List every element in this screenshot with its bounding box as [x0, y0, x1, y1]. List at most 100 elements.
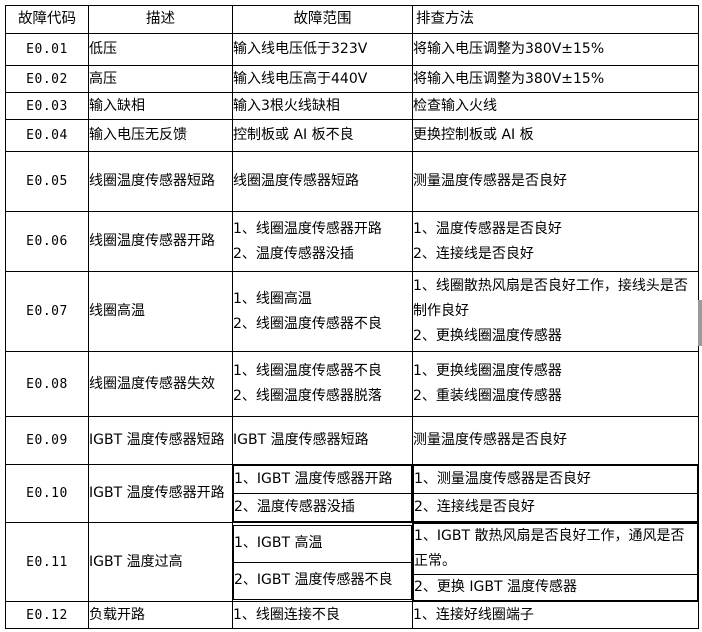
- cell-description: 输入缺相: [88, 92, 233, 120]
- cell-fault-scope: 输入线电压低于323V: [232, 33, 413, 66]
- cell-troubleshooting-method-line: 1、线圈散热风扇是否良好工作，接线头是否制作良好: [413, 278, 688, 319]
- table-header-row: 故障代码 描述 故障范围 排查方法: [5, 5, 699, 34]
- cell-fault-code: E0.12: [5, 601, 89, 629]
- cell-troubleshooting-method: 将输入电压调整为380V±15%: [412, 65, 699, 93]
- cell-description: 线圈温度传感器失效: [88, 351, 233, 417]
- table-row: E0.05 线圈温度传感器短路 线圈温度传感器短路 测量温度传感器是否良好: [5, 151, 699, 212]
- cell-fault-scope: 1、线圈连接不良: [232, 601, 413, 629]
- sub-row: 1、IGBT 散热风扇是否良好工作，通风是否正常。: [413, 523, 698, 575]
- cell-troubleshooting-method-line: 2、连接线是否良好: [413, 493, 698, 522]
- fault-code-table: 故障代码 描述 故障范围 排查方法 E0.01 低压 输入线电压低于323V 将输入电…: [5, 5, 699, 629]
- cell-fault-scope: 控制板或 AI 板不良: [232, 119, 413, 152]
- cell-fault-scope: 1、线圈高温 2、线圈温度传感器不良: [232, 271, 413, 352]
- sub-row: 2、温度传感器没插: [233, 493, 412, 522]
- cell-fault-code: E0.01: [5, 33, 89, 66]
- cell-troubleshooting-method: 1、线圈散热风扇是否良好工作，接线头是否制作良好 2、更换线圈温度传感器: [412, 271, 699, 352]
- cell-description: IGBT 温度传感器短路: [88, 416, 233, 465]
- sub-row: 1、IGBT 温度传感器开路: [233, 465, 412, 494]
- cell-fault-scope-line: 输入线电压高于440V: [233, 70, 368, 87]
- column-header-fault-code: 故障代码: [5, 5, 89, 34]
- cell-description: 线圈温度传感器开路: [88, 211, 233, 272]
- cell-fault-scope-line: 1、IGBT 高温: [233, 524, 412, 563]
- cell-fault-code: E0.08: [5, 351, 89, 417]
- table-row: E0.07 线圈高温 1、线圈高温 2、线圈温度传感器不良 1、线圈散热风扇是否良好工作…: [5, 271, 699, 352]
- cell-troubleshooting-method: 将输入电压调整为380V±15%: [412, 33, 699, 66]
- cell-fault-scope-line: 1、线圈温度传感器开路: [233, 220, 382, 237]
- table-row: E0.02 高压 输入线电压高于440V 将输入电压调整为380V±15%: [5, 65, 699, 93]
- cell-troubleshooting-method: 1、温度传感器是否良好 2、连接线是否良好: [412, 211, 699, 272]
- cell-fault-scope-line: 输入3根火线缺相: [233, 97, 340, 114]
- cell-troubleshooting-method: 更换控制板或 AI 板: [412, 119, 699, 152]
- cell-troubleshooting-method-line: 2、重装线圈温度传感器: [413, 388, 562, 404]
- cell-fault-scope-line: 2、线圈温度传感器不良: [233, 315, 382, 332]
- sub-row: 2、更换 IGBT 温度传感器: [413, 574, 698, 601]
- cell-fault-code: E0.07: [5, 271, 89, 352]
- cell-fault-code: E0.11: [5, 522, 89, 602]
- cell-troubleshooting-method: 1、更换线圈温度传感器 2、重装线圈温度传感器: [412, 351, 699, 417]
- cell-fault-scope-line: 2、温度传感器没插: [233, 493, 412, 522]
- table-row: E0.10 IGBT 温度传感器开路 1、IGBT 温度传感器开路 2、温度传感器没插…: [5, 464, 699, 523]
- cell-fault-scope: 1、线圈温度传感器开路 2、温度传感器没插: [232, 211, 413, 272]
- cell-troubleshooting-method-line: 2、更换 IGBT 温度传感器: [413, 574, 698, 601]
- cell-troubleshooting-method-line: 1、连接好线圈端子: [413, 606, 534, 623]
- cell-troubleshooting-method-line: 1、IGBT 散热风扇是否良好工作，通风是否正常。: [413, 523, 698, 575]
- cell-troubleshooting-method: 1、测量温度传感器是否良好 2、连接线是否良好: [412, 464, 699, 523]
- cell-troubleshooting-method: 1、连接好线圈端子: [412, 601, 699, 629]
- table-row: E0.04 输入电压无反馈 控制板或 AI 板不良 更换控制板或 AI 板: [5, 119, 699, 152]
- cell-troubleshooting-method-line: 将输入电压调整为380V±15%: [413, 70, 605, 87]
- column-header-troubleshooting-method: 排查方法: [412, 5, 699, 34]
- cell-troubleshooting-method-line: 检查输入火线: [413, 97, 497, 114]
- table-row: E0.12 负载开路 1、线圈连接不良 1、连接好线圈端子: [5, 601, 699, 629]
- cell-fault-scope-line: 输入线电压低于323V: [233, 41, 368, 57]
- cell-fault-code: E0.09: [5, 416, 89, 465]
- table-row: E0.03 输入缺相 输入3根火线缺相 检查输入火线: [5, 92, 699, 120]
- cell-troubleshooting-method: 测量温度传感器是否良好: [412, 416, 699, 465]
- cell-fault-scope: 1、线圈温度传感器不良 2、线圈温度传感器脱落: [232, 351, 413, 417]
- sub-row: 2、连接线是否良好: [413, 493, 698, 522]
- cell-fault-scope-line: IGBT 温度传感器短路: [233, 432, 369, 448]
- cell-troubleshooting-method: 1、IGBT 散热风扇是否良好工作，通风是否正常。 2、更换 IGBT 温度传感器: [412, 522, 699, 602]
- cell-fault-scope-line: 1、线圈高温: [233, 290, 312, 307]
- cell-fault-code: E0.02: [5, 65, 89, 93]
- cell-troubleshooting-method-line: 1、温度传感器是否良好: [413, 220, 562, 237]
- cell-fault-code: E0.05: [5, 151, 89, 212]
- cell-troubleshooting-method: 测量温度传感器是否良好: [412, 151, 699, 212]
- cell-troubleshooting-method: 检查输入火线: [412, 92, 699, 120]
- cell-description: 输入电压无反馈: [88, 119, 233, 152]
- cell-fault-scope-line: 1、IGBT 温度传感器开路: [233, 465, 412, 494]
- cell-fault-scope: 1、IGBT 高温 2、IGBT 温度传感器不良: [232, 522, 413, 602]
- cell-fault-scope: 1、IGBT 温度传感器开路 2、温度传感器没插: [232, 464, 413, 523]
- cell-fault-scope-line: 2、IGBT 温度传感器不良: [233, 561, 412, 600]
- sub-row: 2、IGBT 温度传感器不良: [233, 561, 412, 600]
- cell-fault-scope: 输入3根火线缺相: [232, 92, 413, 120]
- cell-troubleshooting-method-line: 测量温度传感器是否良好: [413, 432, 567, 448]
- cell-fault-scope: 线圈温度传感器短路: [232, 151, 413, 212]
- table-body: E0.01 低压 输入线电压低于323V 将输入电压调整为380V±15% E0.02 高…: [5, 33, 699, 629]
- table-row: E0.01 低压 输入线电压低于323V 将输入电压调整为380V±15%: [5, 33, 699, 66]
- cell-fault-scope: 输入线电压高于440V: [232, 65, 413, 93]
- cell-fault-code: E0.10: [5, 464, 89, 523]
- cell-fault-scope-line: 2、温度传感器没插: [233, 245, 354, 262]
- cell-fault-scope: IGBT 温度传感器短路: [232, 416, 413, 465]
- cell-description: 线圈温度传感器短路: [88, 151, 233, 212]
- cell-description: 负载开路: [88, 601, 233, 629]
- cell-description: IGBT 温度传感器开路: [88, 464, 233, 523]
- cell-description: 线圈高温: [88, 271, 233, 352]
- table-row: E0.11 IGBT 温度过高 1、IGBT 高温 2、IGBT 温度传感器不良 1、I…: [5, 522, 699, 602]
- table-row: E0.09 IGBT 温度传感器短路 IGBT 温度传感器短路 测量温度传感器是否良好: [5, 416, 699, 465]
- cell-description: IGBT 温度过高: [88, 522, 233, 602]
- cell-troubleshooting-method-line: 1、测量温度传感器是否良好: [413, 465, 698, 494]
- cell-fault-code: E0.03: [5, 92, 89, 120]
- cell-description: 低压: [88, 33, 233, 66]
- sub-row: 1、测量温度传感器是否良好: [413, 465, 698, 494]
- cell-fault-code: E0.04: [5, 119, 89, 152]
- table-row: E0.06 线圈温度传感器开路 1、线圈温度传感器开路 2、温度传感器没插 1、温度传感…: [5, 211, 699, 272]
- cell-fault-scope-line: 1、线圈温度传感器不良: [233, 363, 382, 379]
- cell-troubleshooting-method-line: 2、更换线圈温度传感器: [413, 328, 562, 344]
- cell-fault-scope-line: 控制板或 AI 板不良: [233, 127, 354, 143]
- scrollbar-thumb[interactable]: [698, 300, 702, 346]
- cell-fault-scope-line: 1、线圈连接不良: [233, 606, 340, 623]
- cell-fault-scope-line: 线圈温度传感器短路: [233, 173, 359, 189]
- cell-troubleshooting-method-line: 测量温度传感器是否良好: [413, 173, 567, 189]
- cell-troubleshooting-method-line: 更换控制板或 AI 板: [413, 127, 534, 143]
